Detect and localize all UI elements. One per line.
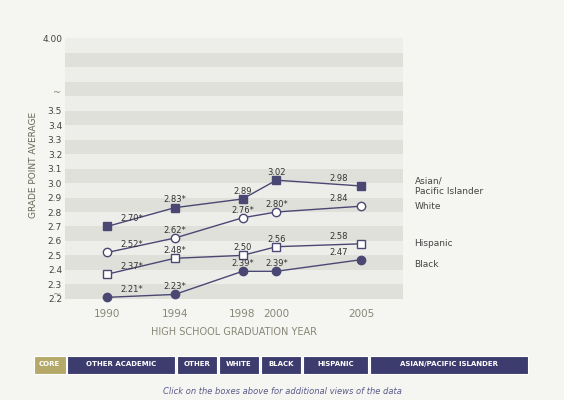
Text: 2.52*: 2.52* [121,240,143,249]
Bar [65,255,403,270]
Text: BLACK: BLACK [268,361,294,367]
Bar [261,356,301,374]
Text: White: White [415,202,441,211]
Text: 2.23*: 2.23* [164,282,186,291]
Bar [68,356,175,374]
Text: WHITE: WHITE [226,361,252,367]
Text: 2.48*: 2.48* [164,246,186,255]
Bar [65,241,403,255]
Text: 2.80*: 2.80* [265,200,288,209]
Bar [65,111,403,125]
Text: ASIAN/PACIFIC ISLANDER: ASIAN/PACIFIC ISLANDER [400,361,498,367]
X-axis label: HIGH SCHOOL GRADUATION YEAR: HIGH SCHOOL GRADUATION YEAR [151,327,317,337]
Text: Hispanic: Hispanic [415,239,453,248]
Text: 2.58: 2.58 [329,232,347,241]
Text: 2.21*: 2.21* [121,285,143,294]
Text: Click on the boxes above for additional views of the data: Click on the boxes above for additional … [162,387,402,396]
Text: 2.50: 2.50 [233,243,252,252]
Bar [65,82,403,96]
Bar [65,212,403,226]
Bar [65,140,403,154]
Text: ~: ~ [54,88,61,98]
Text: 2.84: 2.84 [329,194,347,203]
Text: 2.70*: 2.70* [121,214,143,223]
Text: OTHER: OTHER [183,361,210,367]
Bar [65,154,403,169]
Text: 2.37*: 2.37* [121,262,144,271]
Bar [303,356,368,374]
Text: HISPANIC: HISPANIC [318,361,354,367]
Bar [65,96,403,111]
Bar [371,356,528,374]
Bar [65,284,403,299]
Text: 2.47: 2.47 [329,248,347,256]
Bar [65,169,403,183]
Y-axis label: GRADE POINT AVERAGE: GRADE POINT AVERAGE [29,112,38,218]
Bar [65,183,403,198]
Bar [65,270,403,284]
Text: 2.76*: 2.76* [231,206,254,215]
Text: 2.83*: 2.83* [164,196,186,204]
Bar [65,67,403,82]
Text: Asian/
Pacific Islander: Asian/ Pacific Islander [415,176,483,196]
Bar [65,125,403,140]
Text: 2.62*: 2.62* [164,226,186,235]
Bar [65,198,403,212]
Bar [34,356,65,374]
Text: 2.56: 2.56 [267,234,285,244]
Bar [65,226,403,241]
Bar [65,53,403,67]
Text: 2.89: 2.89 [233,187,252,196]
Bar [65,38,403,53]
Text: 2.39*: 2.39* [231,259,254,268]
Bar [177,356,217,374]
Text: 2.98: 2.98 [329,174,347,183]
Bar [219,356,259,374]
Text: OTHER ACADEMIC: OTHER ACADEMIC [86,361,156,367]
Text: 3.02: 3.02 [267,168,285,177]
Text: CORE: CORE [39,361,60,367]
Text: ~: ~ [54,290,61,300]
Text: 2.39*: 2.39* [265,259,288,268]
Text: Black: Black [415,260,439,268]
